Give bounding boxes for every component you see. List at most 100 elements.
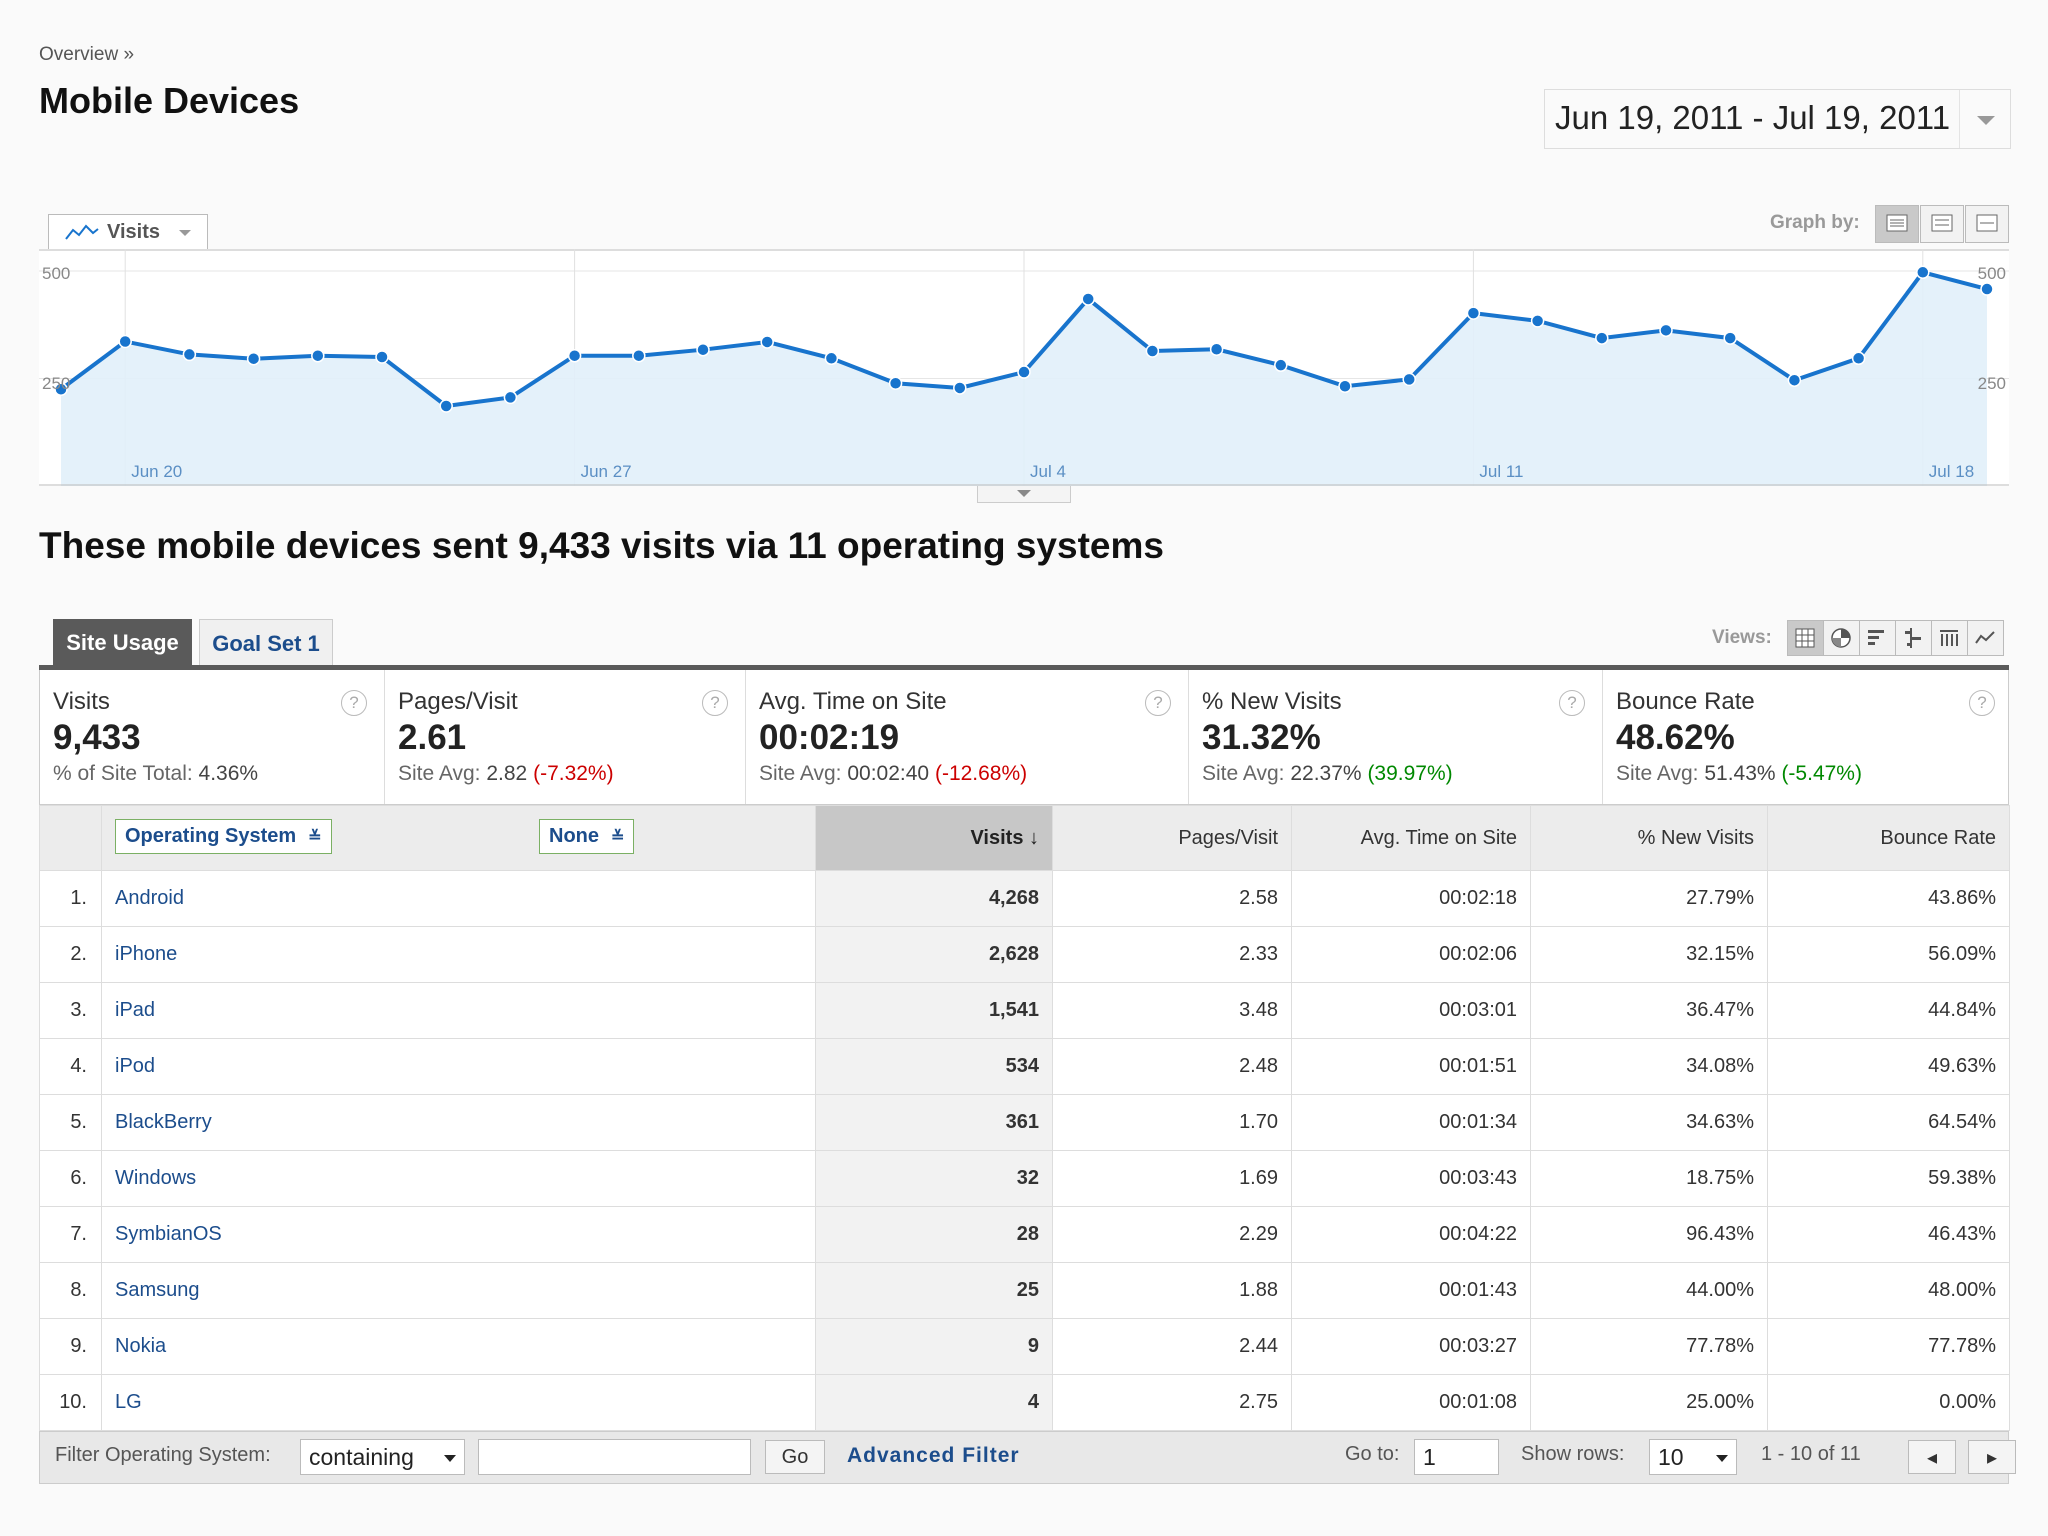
row-os-link[interactable]: Windows xyxy=(101,1150,816,1207)
row-os-link[interactable]: BlackBerry xyxy=(101,1094,816,1151)
tab-goal-set-1[interactable]: Goal Set 1 xyxy=(199,619,333,665)
scorecard-value: 9,433 xyxy=(53,718,141,757)
page-title: Mobile Devices xyxy=(39,80,300,121)
tab-site-usage[interactable]: Site Usage xyxy=(53,619,192,665)
column-header-avg-time[interactable]: Avg. Time on Site xyxy=(1291,805,1531,871)
data-point[interactable] xyxy=(1209,342,1224,357)
data-point[interactable] xyxy=(1081,292,1095,306)
row-new-visits: 96.43% xyxy=(1530,1206,1768,1263)
next-page-button[interactable]: ▸ xyxy=(1968,1440,2016,1474)
filter-mode-select[interactable]: containing xyxy=(300,1439,465,1475)
data-point[interactable] xyxy=(118,334,132,349)
date-range-picker[interactable]: Jun 19, 2011 - Jul 19, 2011 xyxy=(1544,89,2011,149)
primary-dimension-label: Operating System xyxy=(125,825,297,847)
data-point[interactable] xyxy=(1145,344,1160,358)
scorecard-pages-visit: Pages/Visit ? 2.61 Site Avg: 2.82 (-7.32… xyxy=(385,670,746,804)
data-point[interactable] xyxy=(182,347,197,362)
view-pie-button[interactable] xyxy=(1823,620,1860,656)
comparison-view-icon xyxy=(1905,628,1921,648)
data-point[interactable] xyxy=(1659,323,1673,338)
column-header-pages-visit[interactable]: Pages/Visit xyxy=(1052,805,1292,871)
row-os-link[interactable]: iPod xyxy=(101,1038,816,1095)
prev-page-button[interactable]: ◂ xyxy=(1908,1440,1956,1474)
graph-by-day-button[interactable] xyxy=(1875,205,1919,243)
scorecard-sub-label: Site Avg: xyxy=(398,762,481,785)
data-point[interactable] xyxy=(953,381,967,395)
show-rows-select[interactable]: 10 xyxy=(1649,1439,1737,1475)
caret-down-icon xyxy=(179,230,191,236)
summary-title: These mobile devices sent 9,433 visits v… xyxy=(39,525,1164,566)
graph-by-week-button[interactable] xyxy=(1920,205,1964,243)
data-point[interactable] xyxy=(1274,358,1288,372)
data-point[interactable] xyxy=(888,376,903,390)
scorecard-name: Pages/Visit xyxy=(398,688,518,715)
primary-dimension-select[interactable]: Operating System ≚ xyxy=(115,819,332,854)
advanced-filter-link[interactable]: Advanced Filter xyxy=(847,1444,1020,1467)
scorecard-bounce-rate: Bounce Rate ? 48.62% Site Avg: 51.43% (-… xyxy=(1603,670,2008,804)
view-comparison-button[interactable] xyxy=(1895,620,1932,656)
row-avg-time: 00:01:08 xyxy=(1291,1374,1531,1431)
data-point[interactable] xyxy=(1723,331,1737,345)
column-header-bounce-rate[interactable]: Bounce Rate xyxy=(1767,805,2010,871)
chart-collapse-handle[interactable] xyxy=(977,486,1071,503)
data-point[interactable] xyxy=(1595,331,1609,345)
breadcrumb[interactable]: Overview » xyxy=(39,44,135,65)
filter-text-input[interactable] xyxy=(478,1439,751,1475)
graph-metric-dropdown[interactable]: Visits xyxy=(48,214,208,249)
trend-view-icon xyxy=(1975,631,1995,644)
data-point[interactable] xyxy=(1530,314,1545,328)
row-bounce-rate: 48.00% xyxy=(1767,1262,2010,1319)
scorecard-sub: Site Avg: 51.43% (-5.47%) xyxy=(1616,762,1862,786)
data-point[interactable] xyxy=(760,335,774,349)
data-point[interactable] xyxy=(311,348,325,363)
row-index: 7. xyxy=(39,1206,102,1263)
scorecard-sub: % of Site Total: 4.36% xyxy=(53,762,258,786)
help-icon[interactable]: ? xyxy=(341,690,367,716)
row-os-link[interactable]: LG xyxy=(101,1374,816,1431)
filter-label: Filter Operating System: xyxy=(55,1444,271,1466)
help-icon[interactable]: ? xyxy=(702,690,728,716)
graph-by-month-button[interactable] xyxy=(1965,205,2009,243)
help-icon[interactable]: ? xyxy=(1969,690,1995,716)
row-os-link[interactable]: iPhone xyxy=(101,926,816,983)
go-button[interactable]: Go xyxy=(765,1440,825,1474)
chevron-down-icon[interactable] xyxy=(1959,90,2010,148)
row-new-visits: 34.63% xyxy=(1530,1094,1768,1151)
data-point[interactable] xyxy=(1402,372,1416,387)
data-point[interactable] xyxy=(1338,379,1352,393)
data-point[interactable] xyxy=(824,351,839,366)
data-point[interactable] xyxy=(1017,365,1031,379)
filter-mode-value: containing xyxy=(309,1444,414,1470)
view-pivot-button[interactable] xyxy=(1931,620,1968,656)
data-point[interactable] xyxy=(246,351,261,366)
view-trend-button[interactable] xyxy=(1967,620,2004,656)
row-os-link[interactable]: Samsung xyxy=(101,1262,816,1319)
row-os-link[interactable]: Android xyxy=(101,870,816,927)
column-header-new-visits[interactable]: % New Visits xyxy=(1530,805,1768,871)
row-avg-time: 00:01:51 xyxy=(1291,1038,1531,1095)
row-os-link[interactable]: Nokia xyxy=(101,1318,816,1375)
data-point[interactable] xyxy=(439,399,453,413)
help-icon[interactable]: ? xyxy=(1145,690,1171,716)
data-point[interactable] xyxy=(1787,373,1802,387)
help-icon[interactable]: ? xyxy=(1559,690,1585,716)
view-performance-button[interactable] xyxy=(1859,620,1896,656)
data-point[interactable] xyxy=(375,350,389,364)
data-point[interactable] xyxy=(54,382,68,396)
row-os-link[interactable]: iPad xyxy=(101,982,816,1039)
secondary-dimension-select[interactable]: None ≚ xyxy=(539,819,635,854)
data-point[interactable] xyxy=(503,390,518,405)
view-table-button[interactable] xyxy=(1787,620,1824,656)
data-point[interactable] xyxy=(632,348,646,363)
data-point[interactable] xyxy=(696,342,710,357)
data-point[interactable] xyxy=(567,348,582,363)
data-point[interactable] xyxy=(1916,265,1930,280)
data-point[interactable] xyxy=(1980,282,1994,296)
data-point[interactable] xyxy=(1851,351,1866,366)
row-os-link[interactable]: SymbianOS xyxy=(101,1206,816,1263)
row-index: 1. xyxy=(39,870,102,927)
data-point[interactable] xyxy=(1466,306,1481,320)
column-label: Avg. Time on Site xyxy=(1360,826,1517,849)
goto-input[interactable]: 1 xyxy=(1414,1439,1499,1475)
column-header-visits[interactable]: Visits ↓ xyxy=(815,805,1053,871)
